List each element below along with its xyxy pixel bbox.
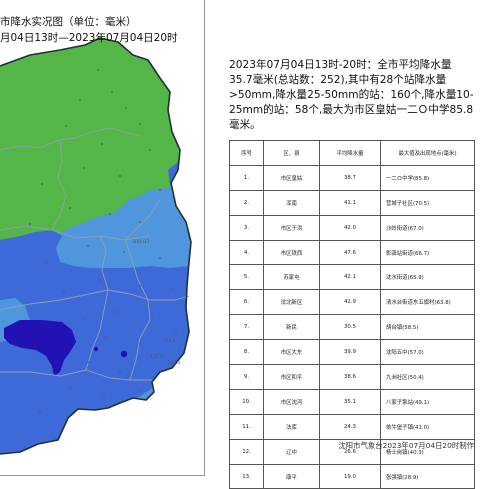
station-label: 123.1 [168,360,181,366]
cell-max: 清水台街道东五旗村(63.8) [380,289,475,316]
cell-district: 苏家屯 [263,264,320,291]
map-title: 市降水实况图（单位：毫米） 月04日13时—2023年07月04日20时 [0,14,178,46]
cell-district: 辽中 [263,438,320,465]
cell-avg: 26.6 [319,438,381,465]
col-header-district: 区、县 [263,140,320,166]
table-body: 1. 市区皇姑 38.7 一二Ｏ中学(85.8) 2. 浑南 41.1 营城子社区(70.5)… [229,164,475,489]
cell-district: 市区大东 [263,339,320,366]
cell-no: 11. [229,413,264,440]
map-frame: 3(51)17 126.6 122.1 123.1 市降水实况图（单位：毫米） … [0,0,205,476]
rain-cell-50-100 [120,350,128,358]
rainfall-summary: 2023年07月04日13时-20时：全市平均降水量35.7毫米(总站数：252… [229,58,474,133]
col-header-avg: 平均降水量 [319,140,381,166]
rain-fill-25-50 [0,230,191,454]
station-label: 126.6 [163,338,176,344]
cell-avg: 38.7 [319,164,381,191]
cell-avg: 42.9 [319,289,381,316]
cell-district: 沈北新区 [263,289,320,316]
cell-avg: 19.0 [319,463,381,489]
cell-no: 12. [229,438,264,465]
cell-district: 康平 [263,463,320,489]
cell-max: 彰驿站街道(66.7) [380,239,475,266]
cell-max: 胡台镇(58.5) [380,314,475,341]
cell-avg: 41.1 [319,189,381,216]
table-row: 13. 康平 19.0 张强镇(28.9) [229,463,475,489]
cell-avg: 39.9 [319,339,381,366]
table-row: 9. 市区和平 38.6 九洲社区(50.4) [229,364,475,390]
cell-max: 沈阳五中(57.0) [380,339,475,366]
cell-no: 3. [229,214,264,241]
summary-text: 2023年07月04日13时-20时：全市平均降水量35.7毫米(总站数：252… [229,59,474,131]
cell-district: 浑南 [263,189,320,216]
cell-avg: 42.1 [319,264,381,291]
cell-max: 张强镇(28.9) [380,463,475,489]
table-row: 8. 市区大东 39.9 沈阳五中(57.0) [229,339,475,366]
cell-max: 杨士岗镇(40.3) [380,438,475,465]
cell-no: 5. [229,264,264,291]
col-header-max: 最大值及出现地点(毫米) [380,140,475,166]
station-label: 122.1 [150,354,163,360]
rain-fill-50-100 [4,320,76,376]
cell-max: 九洲社区(50.4) [380,364,475,390]
table-row: 12. 辽中 26.6 杨士岗镇(40.3) [229,438,475,465]
col-header-no: 序号 [229,140,264,166]
table-row: 5. 苏家屯 42.1 沈水街道(65.9) [229,264,475,291]
table-row: 11. 法库 24.3 依牛堡子镇(41.0) [229,413,475,440]
cell-no: 9. [229,364,264,390]
cell-avg: 47.6 [319,239,381,266]
rainfall-map: 3(51)17 126.6 122.1 123.1 [0,37,192,455]
cell-max: 沈水街道(65.9) [380,264,475,291]
cell-avg: 42.0 [319,214,381,241]
cell-district: 法库 [263,413,320,440]
cell-district: 市区和平 [263,364,320,390]
cell-district: 市区沈河 [263,388,320,415]
cell-district: 市区皇姑 [263,164,320,191]
cell-avg: 30.5 [319,314,381,341]
table-row: 7. 新民 30.5 胡台镇(58.5) [229,314,475,341]
cell-avg: 24.3 [319,413,381,440]
cell-max: 营城子社区(70.5) [380,189,475,216]
station-label: 3(51)17 [132,239,150,245]
cell-no: 7. [229,314,264,341]
cell-no: 10. [229,388,264,415]
cell-max: 一二Ｏ中学(85.8) [380,164,475,191]
footer-credit: 沈阳市气象台2023年07月04日20时制作 [338,441,474,450]
cell-max: 沙岭街道(67.0) [380,214,475,241]
table-row: 6. 沈北新区 42.9 清水台街道东五旗村(63.8) [229,289,475,316]
table-row: 2. 浑南 41.1 营城子社区(70.5) [229,189,475,216]
cell-district: 新民 [263,314,320,341]
cell-no: 6. [229,289,264,316]
map-title-line1: 市降水实况图（单位：毫米） [0,16,137,28]
map-title-line2: 月04日13时—2023年07月04日20时 [0,32,178,44]
table-row: 1. 市区皇姑 38.7 一二Ｏ中学(85.8) [229,164,475,191]
district-borders [0,127,190,381]
cell-no: 1. [229,164,264,191]
cell-max: 依牛堡子镇(41.0) [380,413,475,440]
cell-avg: 35.1 [319,388,381,415]
city-boundary [0,37,192,455]
table-header-row: 序号 区、县 平均降水量 最大值及出现地点(毫米) [229,140,475,166]
cell-district: 市区铁西 [263,239,320,266]
cell-avg: 38.6 [319,364,381,390]
cell-max: 八家子泵站(49.1) [380,388,475,415]
rain-cell-50-100-small [93,346,99,352]
cell-no: 8. [229,339,264,366]
cell-district: 市区于洪 [263,214,320,241]
cell-no: 13. [229,463,264,489]
cell-no: 4. [229,239,264,266]
district-rainfall-table: 序号 区、县 平均降水量 最大值及出现地点(毫米) 1. 市区皇姑 38.7 一二Ｏ中… [229,140,475,489]
cell-no: 2. [229,189,264,216]
station-dots [29,69,177,429]
table-row: 3. 市区于洪 42.0 沙岭街道(67.0) [229,214,475,241]
table-row: 10. 市区沈河 35.1 八家子泵站(49.1) [229,388,475,415]
table-row: 4. 市区铁西 47.6 彰驿站街道(66.7) [229,239,475,266]
